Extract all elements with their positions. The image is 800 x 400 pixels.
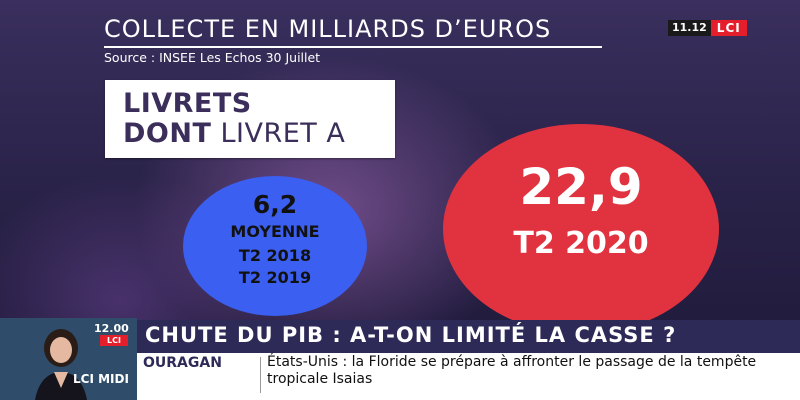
red-circle: [443, 124, 719, 334]
presenter-thumbnail: [0, 318, 137, 400]
ticker-divider: [260, 357, 261, 393]
channel-time: 11.12: [668, 20, 711, 36]
red-circle-value: 22,9: [519, 158, 643, 216]
blue-circle-line-1: MOYENNE: [230, 222, 320, 241]
chart-title: COLLECTE EN MILLIARDS D’EUROS: [104, 15, 552, 43]
blue-circle-line-3: T2 2019: [238, 268, 312, 287]
channel-logo: LCI: [710, 20, 747, 36]
headline-bar: CHUTE DU PIB : A-T-ON LIMITÉ LA CASSE ?: [137, 320, 800, 353]
ticker-text: États-Unis : la Floride se prépare à aff…: [267, 354, 757, 387]
category-line-2-bold: DONT: [123, 118, 212, 149]
category-line-2-normal: LIVRET A: [211, 118, 346, 149]
category-line-2: DONT LIVRET A: [123, 118, 345, 149]
presenter-time: 12.00: [94, 322, 129, 335]
news-ticker: OURAGAN États-Unis : la Floride se prépa…: [137, 353, 800, 400]
ticker-tag-text: OURAGAN: [143, 355, 222, 371]
title-underline: [104, 46, 602, 48]
category-line-1: LIVRETS: [123, 88, 252, 119]
source-caption: Source : INSEE Les Echos 30 Juillet: [104, 50, 321, 65]
chart-title-block: COLLECTE EN MILLIARDS D’EUROS: [104, 14, 602, 48]
category-label-box: LIVRETS DONT LIVRET A: [105, 80, 395, 158]
ticker-tag: OURAGAN: [137, 353, 255, 400]
blue-circle-line-2: T2 2018: [238, 246, 312, 265]
red-circle-label: T2 2020: [513, 226, 649, 261]
blue-circle-value: 6,2: [252, 190, 298, 219]
presenter-channel-logo: LCI: [100, 335, 128, 346]
channel-logo-text: LCI: [716, 21, 741, 35]
channel-clock: 11.12 LCI: [668, 20, 747, 36]
blue-circle: [183, 176, 367, 316]
show-name: LCI MIDI: [73, 372, 129, 386]
presenter-figure-icon: [35, 329, 87, 400]
headline-text: CHUTE DU PIB : A-T-ON LIMITÉ LA CASSE ?: [145, 323, 677, 347]
